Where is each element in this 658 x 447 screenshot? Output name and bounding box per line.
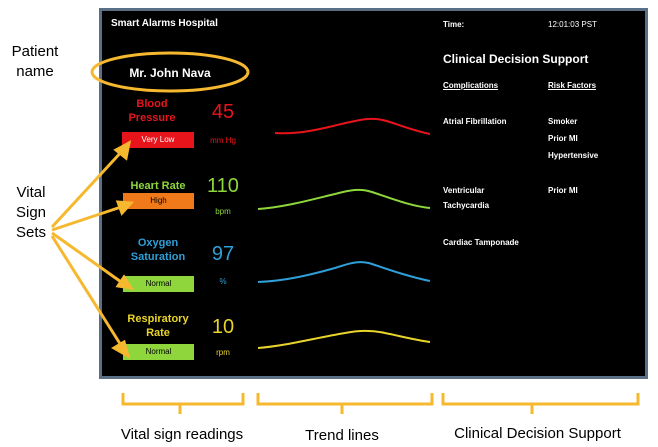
patient-name-highlight <box>90 51 250 93</box>
vital-unit-oxygen-saturation: % <box>219 277 227 286</box>
complications-header: Complications <box>443 81 499 90</box>
vital-sign-sets-annotation-text: Vital Sign Sets <box>15 184 47 241</box>
vital-value-oxygen-saturation: 97 <box>211 243 235 265</box>
vital-value-blood-pressure: 45 <box>211 101 235 123</box>
trend-line-blood-pressure <box>274 117 431 135</box>
cds-annotation: Clinical Decision Support <box>454 425 621 442</box>
section-brackets <box>121 393 640 414</box>
patient-name-annotation: Patient name <box>0 42 70 82</box>
vital-name-oxygen-saturation: Oxygen Saturation <box>130 237 186 263</box>
risk-factor-item: Smoker <box>548 117 578 126</box>
trend-lines-annotation: Trend lines <box>305 427 379 444</box>
vital-readings-annotation: Vital sign readings <box>120 426 244 443</box>
vital-unit-heart-rate: bpm <box>215 207 231 216</box>
patient-name-annotation-text: Patient name <box>11 43 59 80</box>
status-badge-blood-pressure: Very Low <box>122 132 194 148</box>
vital-name-heart-rate: Heart Rate <box>130 180 186 192</box>
risk-factor-item: Prior MI <box>548 134 578 143</box>
complication-item: Atrial Fibrillation <box>443 117 507 126</box>
risk-factor-item: Prior MI <box>548 186 578 195</box>
complication-item: Cardiac Tamponade <box>443 238 519 247</box>
vital-name-respiratory-rate: Respiratory Rate <box>127 313 189 339</box>
cds-title: Clinical Decision Support <box>443 52 589 66</box>
vital-sign-arrows <box>50 140 135 360</box>
risk-factors-header: Risk Factors <box>548 81 597 90</box>
vital-unit-respiratory-rate: rpm <box>216 348 230 357</box>
patient-name: Mr. John Nava <box>129 66 211 80</box>
complication-item: Ventricular Tachycardia <box>443 186 490 210</box>
vital-sign-sets-annotation: Vital Sign Sets <box>10 183 52 243</box>
status-badge-oxygen-saturation: Normal <box>123 276 194 292</box>
time-label: Time: <box>443 20 465 29</box>
vital-name-blood-pressure: Blood Pressure <box>128 98 176 124</box>
time-value: 12:01:03 PST <box>548 20 597 29</box>
status-badge-heart-rate: High <box>123 193 194 209</box>
vital-unit-blood-pressure: mm Hg <box>210 136 236 145</box>
trend-line-respiratory-rate <box>257 329 431 349</box>
trend-line-heart-rate <box>257 188 431 210</box>
trend-line-oxygen-saturation <box>257 261 431 283</box>
hospital-name: Smart Alarms Hospital <box>111 18 218 29</box>
vital-value-heart-rate: 110 <box>207 175 239 197</box>
vital-value-respiratory-rate: 10 <box>211 316 235 338</box>
status-badge-respiratory-rate: Normal <box>123 344 194 360</box>
risk-factor-item: Hypertensive <box>548 151 599 160</box>
